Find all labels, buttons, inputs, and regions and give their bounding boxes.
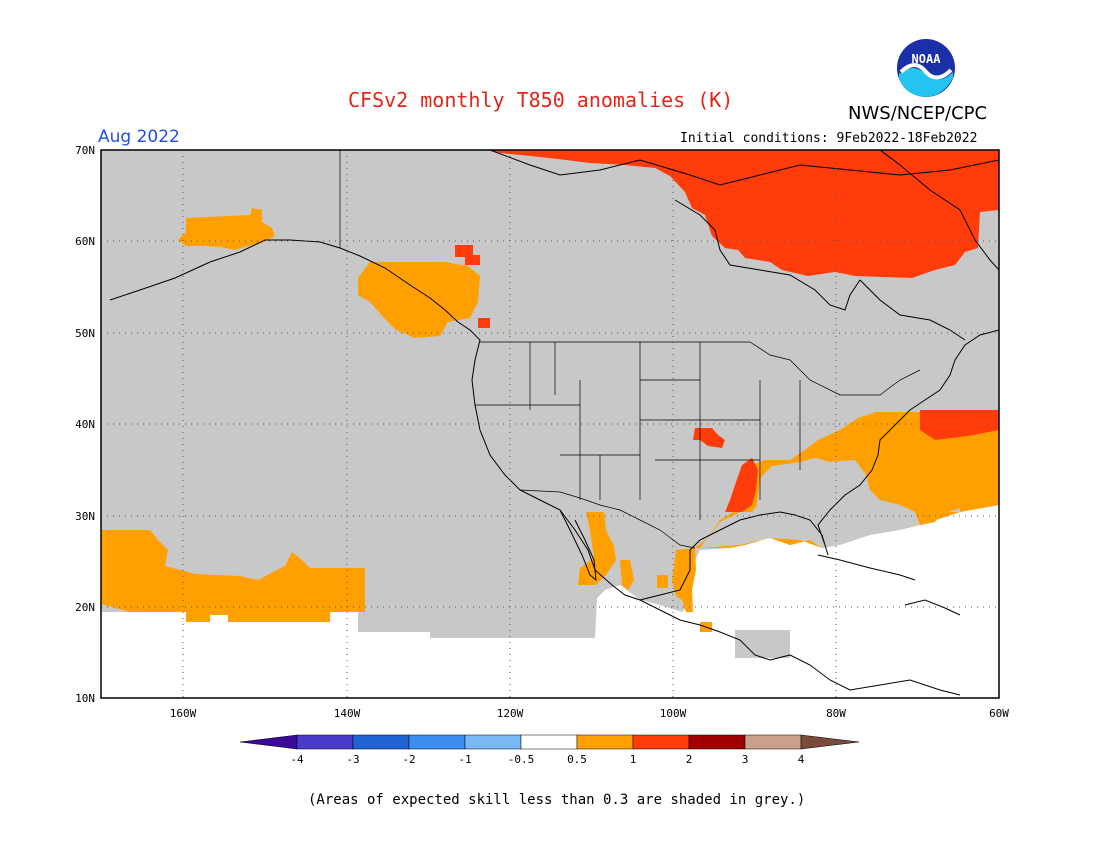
red-bc-patch-2 (465, 255, 480, 265)
lat-label: 30N (75, 510, 95, 523)
red-northern-canada (490, 150, 999, 278)
coast-arctic (489, 150, 999, 186)
coast-cuba (817, 554, 916, 581)
grey-central-america (735, 630, 790, 658)
noaa-logo-text: NOAA (912, 52, 942, 66)
colorbar-segment (576, 734, 634, 750)
orange-southeast-us-atlantic (695, 412, 999, 548)
colorbar-segment (632, 734, 690, 750)
state-lines (475, 342, 801, 520)
colorbar-segment (688, 734, 746, 750)
red-mississippi-valley (725, 458, 758, 512)
orange-subtropical-pacific (101, 530, 365, 622)
map-field (101, 150, 999, 698)
colorbar-tick: -0.5 (508, 753, 535, 766)
lat-label: 10N (75, 692, 95, 705)
red-bc-patch-3 (478, 318, 490, 328)
orange-mexico-south (657, 575, 668, 588)
orange-mexico-west (620, 560, 634, 590)
colorbar-segment (352, 734, 410, 750)
lon-label: 80W (826, 707, 846, 720)
red-missouri (693, 428, 725, 448)
lat-label: 20N (75, 601, 95, 614)
orange-anomaly-areas (101, 208, 999, 632)
colorbar-tick: -3 (346, 753, 359, 766)
colorbar-segment (520, 734, 578, 750)
colorbar-tick: -4 (290, 753, 304, 766)
lon-label: 140W (334, 707, 361, 720)
lon-label: 160W (170, 707, 197, 720)
colorbar-left-arrow (239, 734, 298, 750)
colorbar-tick: 2 (686, 753, 693, 766)
orange-gulf-coast-us (700, 500, 999, 548)
colorbar: -4 -3 -2 -1 -0.5 0.5 1 2 3 4 (239, 734, 860, 766)
lon-label: 100W (660, 707, 687, 720)
colorbar-segment (296, 734, 354, 750)
coast-baja (559, 509, 597, 582)
colorbar-tick: 0.5 (567, 753, 587, 766)
border-us-canada (480, 341, 921, 396)
lat-label: 50N (75, 327, 95, 340)
colorbar-tick: -2 (402, 753, 415, 766)
red-anomaly-areas (455, 150, 999, 512)
colorbar-segment (464, 734, 522, 750)
coast-greenland (879, 150, 999, 271)
colorbar-tick: -1 (458, 753, 471, 766)
map-frame (100, 149, 1000, 699)
colorbar-tick: 1 (630, 753, 637, 766)
colorbar-segment (408, 734, 466, 750)
lon-label: 120W (497, 707, 524, 720)
orange-baja (578, 512, 616, 585)
coast-hispaniola (904, 599, 961, 616)
coast-labrador (859, 279, 966, 341)
latitude-labels: 70N 60N 50N 40N 30N 20N 10N (75, 144, 95, 705)
valid-month-label: Aug 2022 (98, 127, 180, 147)
lat-label: 70N (75, 144, 95, 157)
colorbar-segment (744, 734, 802, 750)
orange-alaska (178, 208, 275, 250)
colorbar-labels: -4 -3 -2 -1 -0.5 0.5 1 2 3 4 (290, 753, 804, 766)
colorbar-tick: 3 (742, 753, 749, 766)
lon-label: 60W (989, 707, 1009, 720)
coast-central-america (789, 654, 961, 696)
orange-bc-coast (358, 262, 480, 338)
noaa-logo: NOAA (897, 39, 955, 97)
agency-label: NWS/NCEP/CPC (848, 103, 988, 124)
coast-hudson-bay (674, 199, 861, 311)
lat-label: 60N (75, 235, 95, 248)
lat-lon-grid (101, 150, 999, 698)
colorbar-tick: 4 (798, 753, 805, 766)
longitude-labels: 160W 140W 120W 100W 80W 60W (170, 707, 1010, 720)
colorbar-right-arrow (800, 734, 860, 750)
map-title: CFSv2 monthly T850 anomalies (K) (348, 88, 734, 112)
skill-footnote: (Areas of expected skill less than 0.3 a… (308, 792, 806, 808)
initial-conditions-label: Initial conditions: 9Feb2022-18Feb2022 (680, 131, 978, 146)
red-atlantic-ne (920, 410, 999, 440)
red-bc-patch (455, 245, 473, 257)
lat-label: 40N (75, 418, 95, 431)
coast-gulf (639, 329, 999, 601)
colorbar-segments (239, 734, 860, 750)
